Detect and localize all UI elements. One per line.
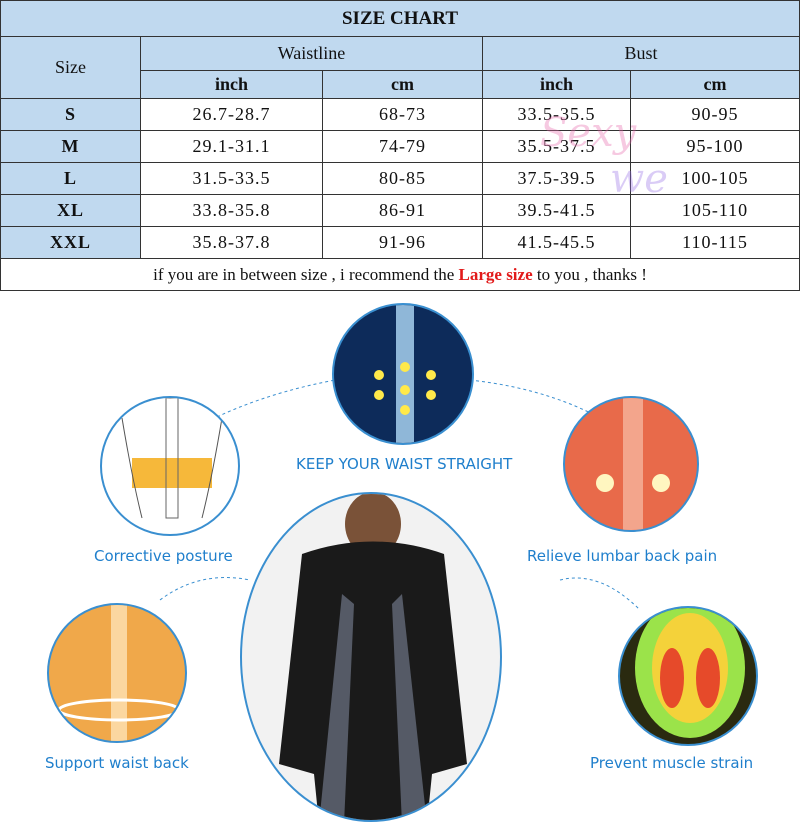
chart-title: SIZE CHART — [0, 0, 800, 37]
waist-support-image — [47, 603, 187, 743]
waistline-header: Waistline — [140, 36, 483, 71]
feature-corrective-posture: Corrective posture — [94, 547, 233, 565]
measurement-cell: 26.7-28.7 — [140, 98, 323, 131]
measurement-cell: 91-96 — [322, 226, 483, 259]
measurement-cell: 29.1-31.1 — [140, 130, 323, 163]
table-row: M 29.1-31.1 74-79 35.5-37.5 95-100 — [0, 130, 800, 163]
size-note: if you are in between size , i recommend… — [0, 258, 800, 291]
measurement-cell: 41.5-45.5 — [482, 226, 631, 259]
size-cell: L — [0, 162, 141, 195]
lumbar-image — [563, 396, 699, 532]
measurement-cell: 95-100 — [630, 130, 800, 163]
feature-keep-waist-straight: KEEP YOUR WAIST STRAIGHT — [296, 455, 513, 473]
unit-header: cm — [630, 70, 800, 99]
measurement-cell: 35.5-37.5 — [482, 130, 631, 163]
measurement-cell: 80-85 — [322, 162, 483, 195]
size-cell: S — [0, 98, 141, 131]
measurement-cell: 86-91 — [322, 194, 483, 227]
feature-support-waist-back: Support waist back — [45, 754, 189, 772]
feature-prevent-muscle-strain: Prevent muscle strain — [590, 754, 754, 772]
product-model-image — [240, 492, 502, 822]
size-cell: XL — [0, 194, 141, 227]
measurement-cell: 100-105 — [630, 162, 800, 195]
note-text: if you are in between size , i recommend… — [153, 264, 459, 284]
measurement-cell: 39.5-41.5 — [482, 194, 631, 227]
size-cell: M — [0, 130, 141, 163]
table-row: XL 33.8-35.8 86-91 39.5-41.5 105-110 — [0, 194, 800, 227]
measurement-cell: 105-110 — [630, 194, 800, 227]
unit-header: cm — [322, 70, 483, 99]
feature-relieve-lumbar-pain: Relieve lumbar back pain — [527, 547, 718, 565]
note-text: to you , thanks ! — [532, 264, 647, 284]
measurement-cell: 33.5-35.5 — [482, 98, 631, 131]
measurement-cell: 68-73 — [322, 98, 483, 131]
size-chart-table: SIZE CHART Size Waistline Bust inch cm i… — [0, 0, 800, 291]
note-highlight: Large size — [458, 264, 533, 284]
posture-image — [100, 396, 240, 536]
size-cell: XXL — [0, 226, 141, 259]
muscle-heat-image — [618, 606, 758, 746]
unit-header: inch — [140, 70, 323, 99]
spine-image — [332, 303, 474, 445]
